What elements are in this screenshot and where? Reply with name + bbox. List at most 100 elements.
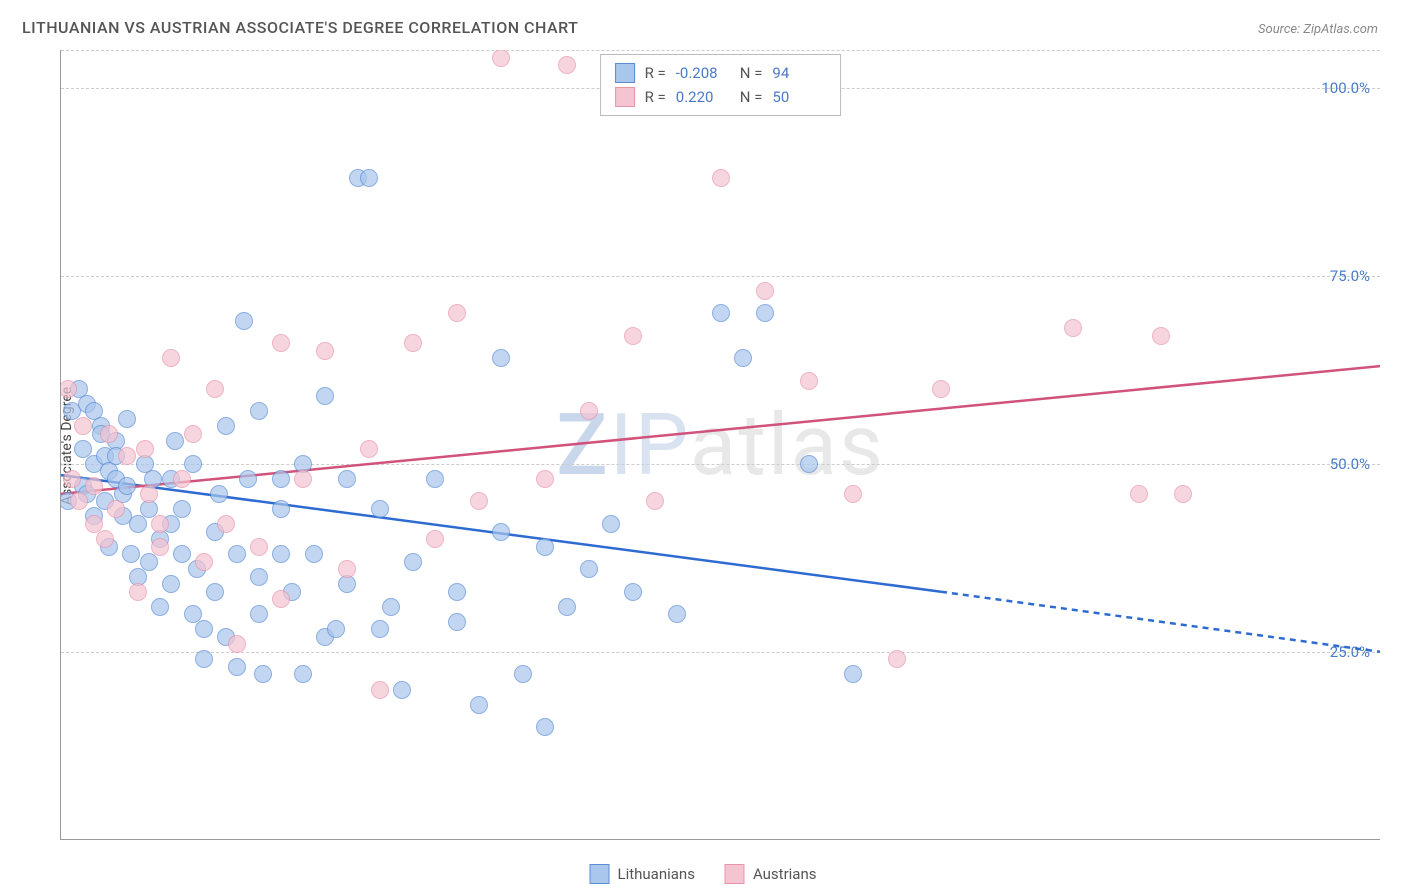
data-point (932, 380, 950, 398)
data-point (624, 327, 642, 345)
legend-item-lithuanians: Lithuanians (590, 864, 695, 884)
data-point (492, 523, 510, 541)
data-point (624, 583, 642, 601)
data-point (70, 492, 88, 510)
data-point (239, 470, 257, 488)
data-point (74, 417, 92, 435)
data-point (162, 575, 180, 593)
data-point (107, 500, 125, 518)
chart-container: LITHUANIAN VS AUSTRIAN ASSOCIATE'S DEGRE… (0, 0, 1406, 892)
y-tick-label: 75.0% (1330, 267, 1370, 285)
n-value-2: 50 (772, 85, 826, 109)
data-point (151, 598, 169, 616)
data-point (195, 620, 213, 638)
watermark: ZIPatlas (556, 395, 884, 495)
data-point (338, 560, 356, 578)
data-point (140, 485, 158, 503)
data-point (228, 545, 246, 563)
data-point (1064, 319, 1082, 337)
data-point (206, 380, 224, 398)
data-point (250, 568, 268, 586)
data-point (492, 50, 510, 67)
data-point (393, 681, 411, 699)
data-point (844, 485, 862, 503)
data-point (294, 470, 312, 488)
swatch-lithuanians (615, 63, 635, 83)
data-point (118, 477, 136, 495)
data-point (96, 530, 114, 548)
data-point (800, 372, 818, 390)
plot-inner: ZIPatlas 25.0%50.0%75.0%100.0%0.0%60.0% (61, 50, 1380, 839)
data-point (129, 515, 147, 533)
data-point (470, 696, 488, 714)
stats-row-1: R = -0.208 N = 94 (615, 61, 827, 85)
legend-label-2: Austrians (753, 865, 817, 883)
data-point (536, 718, 554, 736)
data-point (250, 538, 268, 556)
data-point (85, 477, 103, 495)
data-point (470, 492, 488, 510)
data-point (272, 470, 290, 488)
data-point (426, 470, 444, 488)
data-point (646, 492, 664, 510)
data-point (195, 553, 213, 571)
data-point (228, 658, 246, 676)
data-point (118, 410, 136, 428)
data-point (448, 304, 466, 322)
data-point (136, 440, 154, 458)
chart-title: LITHUANIAN VS AUSTRIAN ASSOCIATE'S DEGRE… (22, 18, 578, 37)
r-value-1: -0.208 (676, 61, 730, 85)
data-point (217, 515, 235, 533)
data-point (118, 447, 136, 465)
r-value-2: 0.220 (676, 85, 730, 109)
data-point (492, 349, 510, 367)
data-point (558, 598, 576, 616)
data-point (140, 553, 158, 571)
data-point (404, 334, 422, 352)
data-point (360, 440, 378, 458)
data-point (558, 56, 576, 74)
data-point (536, 538, 554, 556)
data-point (305, 545, 323, 563)
data-point (800, 455, 818, 473)
data-point (514, 665, 532, 683)
stats-row-2: R = 0.220 N = 50 (615, 85, 827, 109)
legend-item-austrians: Austrians (725, 864, 817, 884)
data-point (166, 432, 184, 450)
data-point (602, 515, 620, 533)
data-point (122, 545, 140, 563)
data-point (254, 665, 272, 683)
data-point (580, 560, 598, 578)
data-point (327, 620, 345, 638)
data-point (294, 665, 312, 683)
data-point (712, 304, 730, 322)
data-point (316, 342, 334, 360)
data-point (272, 545, 290, 563)
data-point (371, 681, 389, 699)
data-point (536, 470, 554, 488)
data-point (1152, 327, 1170, 345)
data-point (756, 282, 774, 300)
data-point (272, 500, 290, 518)
data-point (580, 402, 598, 420)
data-point (250, 605, 268, 623)
y-tick-label: 50.0% (1330, 455, 1370, 473)
plot-area: ZIPatlas 25.0%50.0%75.0%100.0%0.0%60.0% … (60, 50, 1380, 840)
data-point (228, 635, 246, 653)
data-point (426, 530, 444, 548)
data-point (316, 387, 334, 405)
data-point (151, 515, 169, 533)
data-point (184, 455, 202, 473)
data-point (272, 590, 290, 608)
n-value-1: 94 (772, 61, 826, 85)
data-point (100, 425, 118, 443)
data-point (668, 605, 686, 623)
data-point (173, 500, 191, 518)
data-point (173, 545, 191, 563)
data-point (734, 349, 752, 367)
data-point (448, 613, 466, 631)
data-point (371, 620, 389, 638)
legend-swatch-1 (590, 864, 610, 884)
data-point (338, 470, 356, 488)
data-point (448, 583, 466, 601)
